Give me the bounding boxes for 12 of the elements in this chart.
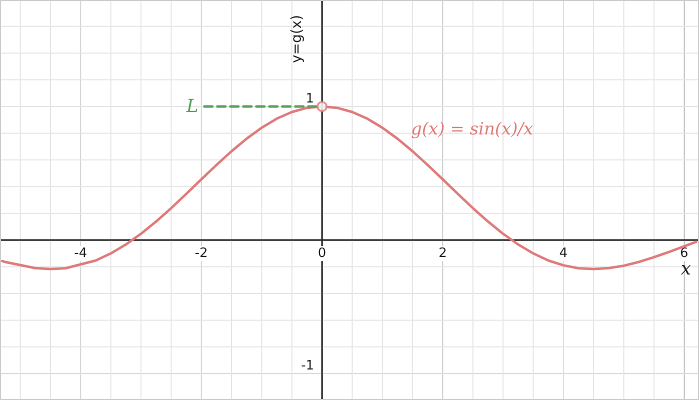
y-axis-title: y=g(x) [289, 14, 306, 63]
y-tick-label: -1 [301, 358, 314, 374]
series-label: L [185, 96, 198, 118]
x-tick-label: 4 [559, 246, 568, 262]
y-tick-label: 1 [306, 92, 314, 107]
x-tick-label: -2 [194, 246, 208, 262]
x-axis-title: x [680, 258, 692, 280]
x-tick-label: 2 [438, 246, 447, 262]
series-label: g(x) = sin(x)/x [411, 120, 534, 140]
x-tick-label: 0 [318, 246, 326, 262]
x-tick-label: 6 [680, 246, 688, 262]
x-tick-label: -4 [74, 246, 88, 262]
